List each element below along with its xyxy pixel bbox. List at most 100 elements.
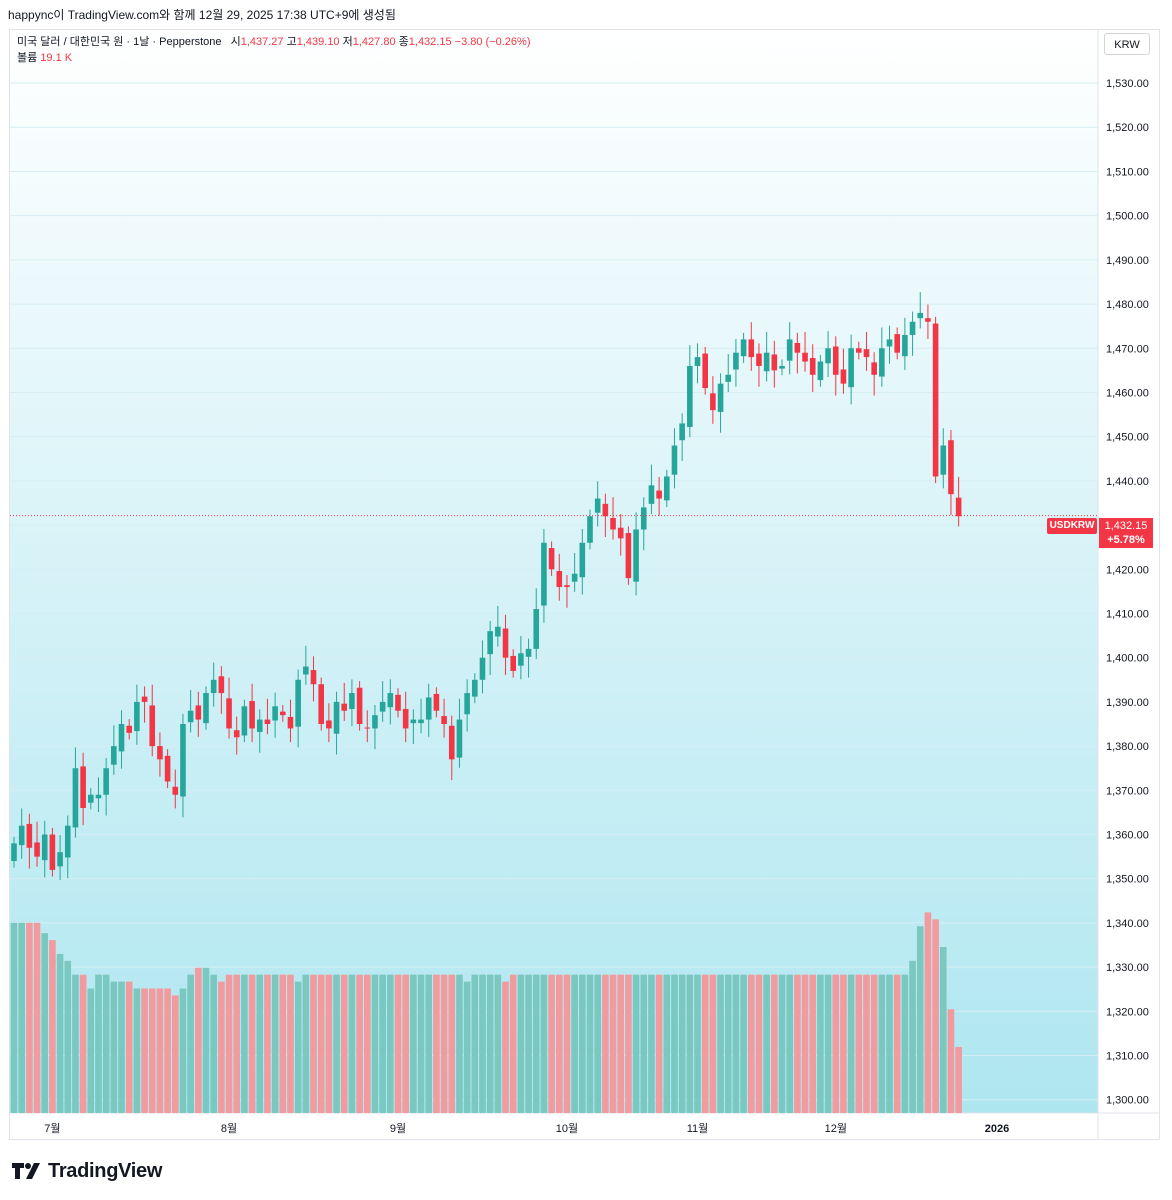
volume-bar [747,974,755,1113]
volume-bar [156,988,164,1113]
candle-body [111,746,117,765]
volume-bar [717,974,724,1113]
candle-body [925,318,931,322]
volume-bar [317,974,325,1113]
volume-bar [72,974,79,1113]
volume-bar [709,974,717,1113]
candle-body [840,369,847,384]
candle-body [472,679,478,697]
candle-body [809,357,816,375]
candle-body [318,684,324,725]
volume-bar [686,974,694,1113]
y-tick-label: 1,380.00 [1106,741,1149,753]
volume-bar [924,912,932,1113]
candle-body [825,348,831,364]
candle-body [771,354,778,371]
volume-bar [294,981,302,1113]
candle-body [717,383,724,412]
volume-bar [141,988,148,1113]
volume-bar [863,974,870,1113]
volume-bar [310,974,317,1113]
candle-body [88,794,94,803]
candle-body [303,666,309,675]
volume-bar [817,974,824,1113]
volume-bar [632,974,640,1113]
volume-bar [264,974,271,1113]
volume-bar [410,974,417,1113]
candle-body [879,348,885,377]
y-tick-label: 1,440.00 [1106,476,1149,488]
volume-bar [955,1046,962,1113]
y-tick-label: 1,300.00 [1106,1095,1149,1107]
volume-label: 볼륨 [17,52,38,64]
volume-bar [171,995,179,1113]
candle-body [594,498,601,513]
volume-bar [602,974,609,1113]
volume-bar [571,974,578,1113]
candle-body [256,719,263,732]
candle-body [733,352,739,370]
candle-body [948,440,954,495]
candle-body [610,518,616,530]
x-tick-label: 8월 [221,1122,237,1135]
volume-bar [909,960,916,1113]
high-value: 1,439.10 [296,36,340,48]
volume-bar [195,967,202,1113]
candle-body [763,352,770,372]
volume-bar [778,974,786,1113]
volume-bar [886,974,893,1113]
candle-body [64,825,71,858]
volume-bar [901,974,909,1113]
volume-bar [64,960,72,1113]
candle-body [932,323,939,477]
candle-body [640,507,647,530]
candle-body [794,342,801,353]
candle-body [548,548,555,570]
candle-body [917,312,924,319]
x-tick-label: 9월 [390,1122,406,1135]
volume-bar [617,974,625,1113]
candle-body [802,352,808,362]
candle-body [955,497,962,517]
candle-body [564,585,570,587]
volume-bar [394,974,402,1113]
volume-bar [241,974,248,1113]
candle-body [379,701,386,712]
volume-bar [363,974,371,1113]
candle-body [26,823,33,848]
candle-body [441,716,447,725]
currency-button[interactable]: KRW [1104,33,1150,55]
volume-bar [333,974,340,1113]
chart-frame[interactable] [9,29,1160,1140]
candle-body [702,353,708,389]
volume-bar [187,974,194,1113]
candle-body [180,724,186,797]
candle-body [479,657,486,680]
volume-bar [840,974,847,1113]
candle-body [602,503,609,517]
symbol-title[interactable]: 미국 달러 / 대한민국 원 · 1날 · Pepperstone [17,36,222,48]
high-label: 고 [286,36,297,48]
volume-bar [87,988,95,1113]
volume-bar [371,974,379,1113]
candle-body [187,710,194,723]
candle-body [341,703,348,711]
tradingview-logo[interactable]: TradingView [12,1159,162,1183]
candle-body [848,348,854,388]
candle-body [894,334,900,353]
tradingview-logo-icon [12,1163,40,1179]
volume-bar [740,974,747,1113]
candle-body [287,716,294,729]
candle-body [856,348,862,353]
x-tick-label: 2026 [985,1123,1009,1135]
volume-bar [26,922,33,1113]
price-tag-value: 1,432.15 +5.78% [1099,518,1153,548]
volume-bar [210,974,217,1113]
candle-body [587,516,593,543]
volume-bar [41,933,49,1113]
volume-bar [732,974,740,1113]
chart-caption: happync이 TradingView.com와 함께 12월 29, 202… [8,8,396,22]
candle-body [902,335,908,357]
legend: 미국 달러 / 대한민국 원 · 1날 · Pepperstone 시1,437… [17,34,531,66]
